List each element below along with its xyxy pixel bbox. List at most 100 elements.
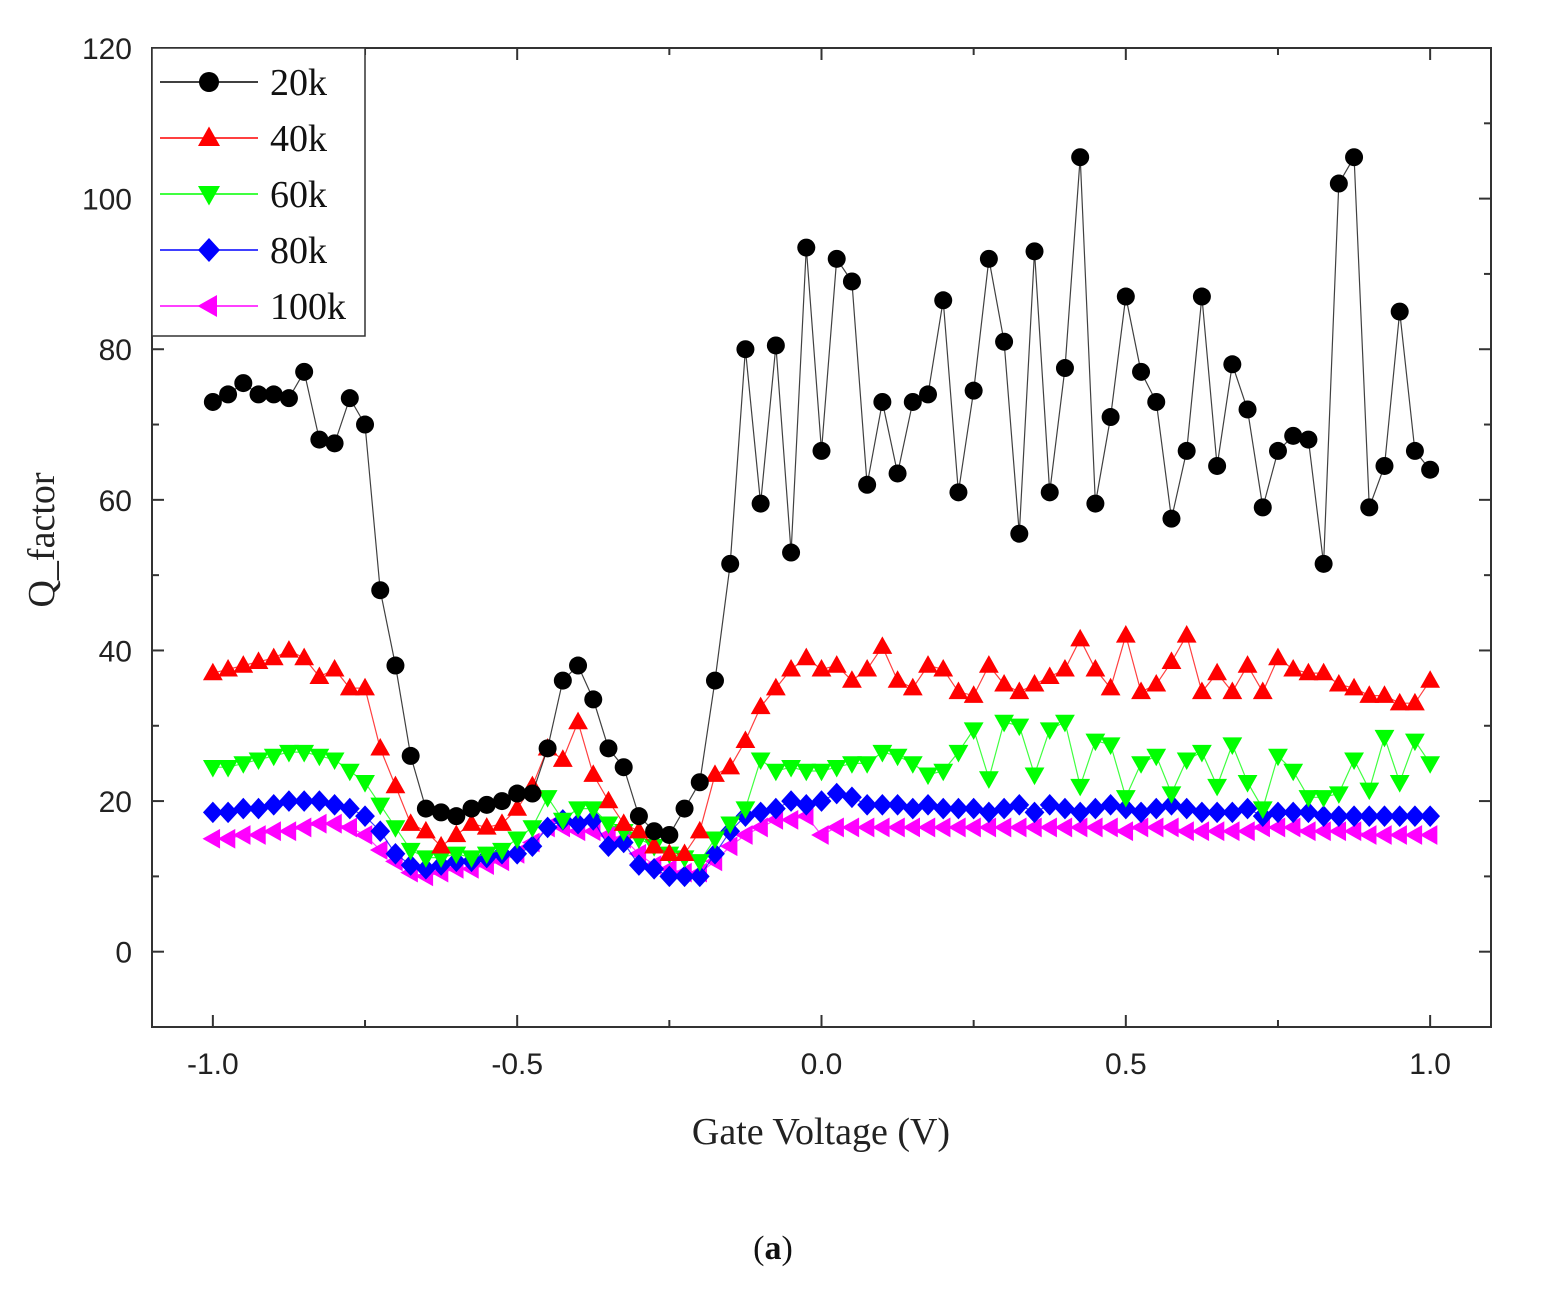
data-point-40k bbox=[202, 662, 223, 681]
data-point-20k bbox=[873, 392, 892, 411]
data-point-60k bbox=[492, 842, 512, 861]
data-point-80k bbox=[248, 797, 269, 820]
data-point-20k bbox=[386, 656, 405, 675]
data-point-60k bbox=[294, 744, 315, 763]
series-40k bbox=[202, 625, 1441, 861]
data-point-60k bbox=[1313, 790, 1334, 808]
legend-items: 20k 40k 60k 80k 100k bbox=[160, 62, 346, 328]
data-point-20k bbox=[477, 795, 496, 814]
legend-item-40k: 40k bbox=[160, 118, 327, 160]
data-point-80k bbox=[978, 801, 999, 824]
data-point-40k bbox=[963, 685, 984, 703]
data-point-40k bbox=[1039, 666, 1060, 685]
data-point-20k bbox=[234, 374, 253, 393]
data-point-60k bbox=[218, 759, 238, 778]
data-point-20k bbox=[599, 739, 618, 758]
axis-ticks bbox=[152, 47, 1491, 1028]
data-point-60k bbox=[248, 752, 269, 771]
data-point-40k bbox=[1131, 681, 1151, 700]
y-tick-labels: 0 20 40 60 80 100 120 bbox=[82, 33, 132, 970]
data-point-100k bbox=[719, 836, 738, 857]
data-point-60k bbox=[1070, 778, 1091, 797]
data-point-60k bbox=[948, 744, 969, 763]
data-point-60k bbox=[1298, 790, 1319, 808]
data-point-20k bbox=[401, 746, 420, 765]
data-point-40k bbox=[507, 798, 528, 816]
data-point-20k bbox=[1132, 362, 1151, 381]
data-point-60k bbox=[552, 812, 573, 831]
data-point-60k bbox=[1374, 729, 1395, 748]
y-tick-label: 40 bbox=[99, 635, 132, 668]
data-point-60k bbox=[1344, 752, 1364, 771]
data-point-100k bbox=[826, 817, 844, 838]
data-point-100k bbox=[1161, 817, 1179, 838]
data-point-20k bbox=[645, 822, 664, 841]
data-point-40k bbox=[492, 813, 512, 831]
data-point-100k bbox=[309, 813, 327, 834]
y-axis-title: Q_factor bbox=[21, 472, 63, 607]
data-point-40k bbox=[1176, 625, 1197, 643]
data-point-40k bbox=[887, 670, 908, 688]
data-point-80k bbox=[811, 790, 832, 812]
data-point-60k bbox=[1328, 786, 1349, 804]
data-point-40k bbox=[918, 655, 938, 673]
data-point-60k bbox=[1222, 737, 1243, 755]
data-point-40k bbox=[431, 835, 452, 854]
y-tick-label: 60 bbox=[99, 485, 132, 518]
data-point-60k bbox=[1283, 763, 1304, 782]
data-point-80k bbox=[689, 865, 710, 888]
data-point-40k bbox=[659, 843, 680, 861]
data-point-40k bbox=[842, 670, 862, 688]
data-point-100k bbox=[1100, 817, 1118, 838]
data-point-40k bbox=[735, 730, 756, 749]
data-point-100k bbox=[1389, 825, 1407, 845]
data-point-80k bbox=[887, 794, 908, 816]
data-point-60k bbox=[796, 763, 817, 782]
data-point-60k bbox=[978, 771, 999, 789]
data-point-100k bbox=[202, 828, 221, 849]
data-point-80k bbox=[644, 858, 665, 880]
data-point-80k bbox=[765, 797, 786, 820]
data-point-60k bbox=[872, 744, 893, 763]
data-point-60k bbox=[1191, 744, 1212, 763]
data-point-20k bbox=[310, 430, 329, 449]
data-point-20k bbox=[1329, 174, 1348, 193]
data-point-40k bbox=[294, 647, 315, 666]
data-point-80k bbox=[339, 797, 360, 820]
data-point-40k bbox=[857, 658, 878, 677]
data-point-20k bbox=[1010, 524, 1029, 543]
data-point-80k bbox=[583, 809, 604, 831]
data-point-100k bbox=[1404, 825, 1423, 845]
data-point-60k bbox=[1237, 775, 1258, 793]
data-point-80k bbox=[1070, 801, 1091, 824]
data-point-80k bbox=[309, 790, 330, 812]
data-point-20k bbox=[553, 671, 572, 690]
data-point-80k bbox=[1115, 797, 1136, 820]
data-point-60k bbox=[431, 850, 452, 868]
x-axis-title: Gate Voltage (V) bbox=[692, 1111, 950, 1153]
data-point-20k bbox=[1268, 441, 1287, 460]
data-point-80k bbox=[355, 805, 375, 827]
data-point-40k bbox=[1161, 651, 1182, 669]
data-point-40k bbox=[1070, 628, 1091, 647]
data-point-40k bbox=[598, 790, 619, 809]
data-point-40k bbox=[446, 824, 467, 843]
data-point-60k bbox=[279, 744, 299, 763]
data-point-80k bbox=[750, 801, 771, 824]
data-point-80k bbox=[385, 842, 406, 865]
data-point-20k bbox=[1116, 287, 1135, 306]
data-point-40k bbox=[248, 651, 269, 669]
data-point-60k bbox=[720, 816, 741, 835]
data-point-100k bbox=[293, 817, 312, 838]
data-point-80k bbox=[370, 820, 391, 842]
data-point-20k bbox=[1345, 148, 1364, 167]
data-point-40k bbox=[1009, 681, 1030, 700]
data-point-80k bbox=[279, 790, 299, 812]
data-point-20k bbox=[203, 392, 222, 411]
data-point-40k bbox=[720, 756, 741, 775]
x-tick-label: -0.5 bbox=[491, 1048, 543, 1081]
data-point-40k bbox=[1344, 677, 1364, 696]
data-point-20k bbox=[919, 385, 938, 404]
data-point-20k bbox=[629, 807, 648, 826]
data-point-60k bbox=[1115, 790, 1136, 808]
